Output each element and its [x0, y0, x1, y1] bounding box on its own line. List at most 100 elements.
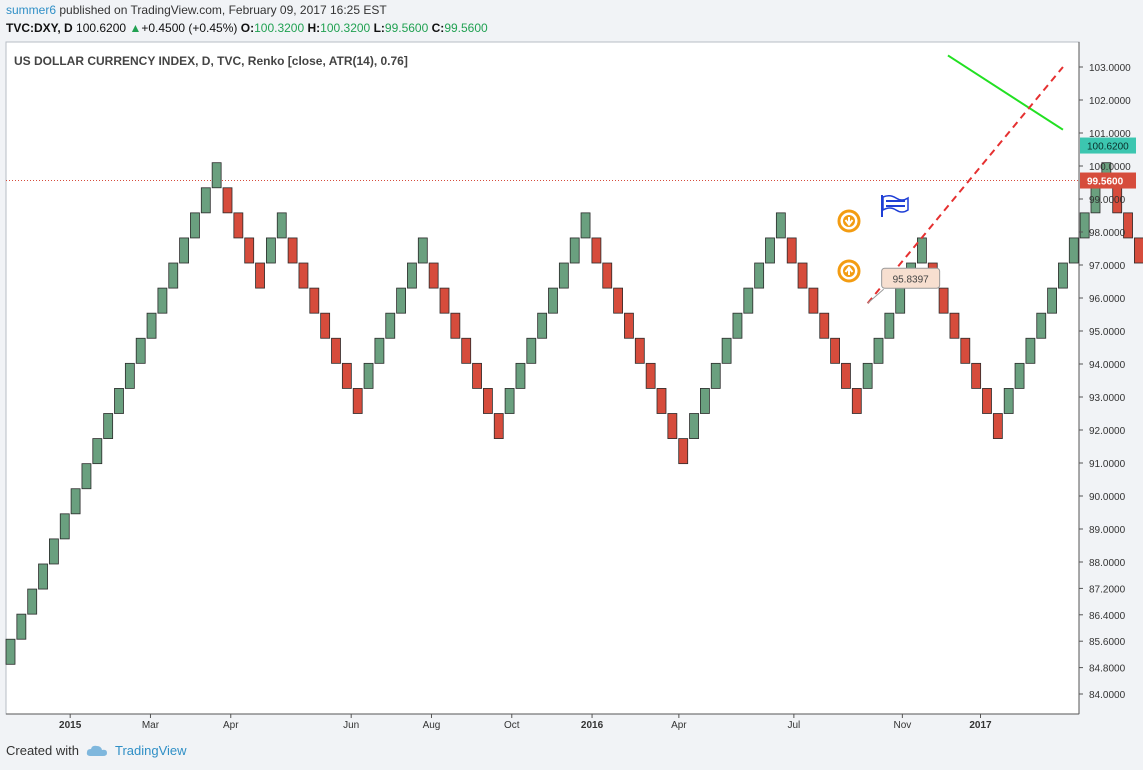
- renko-brick-down: [949, 312, 960, 339]
- renko-brick-up: [81, 463, 92, 490]
- renko-brick-down: [645, 362, 656, 389]
- price-tick-label: 103.0000: [1089, 63, 1131, 74]
- last-price-tag-label: 100.6200: [1087, 142, 1129, 153]
- price-tick-label: 86.4000: [1089, 611, 1126, 622]
- chart-title: US DOLLAR CURRENCY INDEX, D, TVC, Renko …: [14, 54, 408, 68]
- renko-brick-up: [569, 237, 580, 264]
- price-tick-label: 84.8000: [1089, 664, 1126, 675]
- renko-brick-down: [808, 287, 819, 314]
- renko-brick-up: [775, 212, 786, 239]
- renko-brick-up: [1079, 212, 1090, 239]
- renko-brick-down: [309, 287, 320, 314]
- renko-brick-down: [613, 287, 623, 314]
- renko-brick-down: [786, 237, 797, 264]
- price-tick-label: 87.2000: [1089, 584, 1126, 595]
- renko-brick-up: [700, 388, 710, 414]
- renko-brick-up: [374, 337, 385, 364]
- open-value: 100.3200: [254, 21, 305, 35]
- price-tick-label: 102.0000: [1089, 96, 1131, 107]
- arrow-down-icon: [844, 217, 854, 227]
- time-tick-label: 2016: [581, 720, 604, 731]
- renko-brick-down: [841, 362, 851, 389]
- renko-brick-up: [114, 388, 124, 414]
- footer: Created with TradingView: [6, 743, 187, 758]
- time-axis[interactable]: 2015 Mar Apr Jun Aug Oct 2016 Apr Jul Nov 2017: [59, 714, 992, 731]
- renko-brick-up: [1047, 287, 1057, 314]
- price-tick-label: 96.0000: [1089, 294, 1126, 305]
- time-tick-label: 2015: [59, 720, 82, 731]
- price-tick-label: 101.0000: [1089, 129, 1131, 140]
- renko-brick-up: [873, 337, 884, 364]
- renko-brick-down: [298, 262, 309, 289]
- price-axis[interactable]: 84.0000 84.8000 85.6000 86.4000 87.2000 88.00…: [1079, 63, 1136, 701]
- renko-brick-up: [548, 287, 558, 314]
- time-tick-label: Apr: [671, 720, 687, 731]
- renko-brick-up: [92, 438, 103, 465]
- renko-brick-up: [862, 362, 873, 389]
- renko-brick-up: [363, 362, 374, 389]
- price-tick-label: 94.0000: [1089, 360, 1126, 371]
- renko-brick-up: [70, 488, 81, 515]
- renko-brick-up: [537, 312, 548, 339]
- renko-brick-down: [439, 287, 450, 314]
- renko-brick-up: [168, 262, 179, 289]
- renko-brick-up: [710, 362, 721, 389]
- tradingview-link[interactable]: TradingView: [114, 743, 187, 758]
- renko-brick-up: [1058, 262, 1068, 289]
- plot-area: [5, 41, 1080, 715]
- renko-brick-up: [884, 312, 895, 339]
- time-tick-label: Aug: [423, 720, 441, 731]
- renko-brick-down: [992, 413, 1003, 439]
- renko-brick-down: [461, 337, 472, 364]
- low-value: 99.5600: [384, 21, 429, 35]
- renko-brick-down: [678, 438, 689, 465]
- price-tick-label: 90.0000: [1089, 492, 1126, 503]
- renko-brick-up: [743, 287, 754, 314]
- sell-signal-marker: [837, 209, 861, 233]
- renko-brick-down: [960, 337, 971, 364]
- arrow-up-icon: [844, 265, 854, 275]
- renko-brick-down: [287, 237, 298, 264]
- annotation-label: 95.8397: [893, 274, 930, 285]
- renko-brick-down: [797, 262, 808, 289]
- renko-brick-up: [200, 187, 211, 214]
- price-tick-label: 88.0000: [1089, 558, 1126, 569]
- publish-info: published on TradingView.com, February 0…: [56, 3, 387, 17]
- high-value: 100.3200: [320, 21, 371, 35]
- time-tick-label: Apr: [223, 720, 239, 731]
- renko-brick-down: [591, 237, 602, 264]
- renko-brick-down: [982, 388, 992, 414]
- renko-brick-down: [482, 388, 493, 414]
- flag-cloth: [882, 194, 909, 213]
- price-tick-label: 91.0000: [1089, 459, 1126, 470]
- author-link[interactable]: summer6: [6, 3, 57, 17]
- ohlc-bar: TVC:DXY, D 100.6200 ▲+0.4500 (+0.45%) O:…: [6, 20, 488, 36]
- renko-brick-down: [331, 337, 341, 364]
- renko-brick-down: [244, 237, 255, 264]
- renko-brick-up: [59, 513, 70, 540]
- flag-stripes: [886, 200, 905, 207]
- renko-brick-up: [49, 538, 59, 565]
- renko-brick-down: [233, 212, 244, 239]
- last-price: 100.6200: [76, 21, 127, 35]
- time-tick-label: Oct: [504, 720, 520, 731]
- renko-brick-up: [135, 337, 146, 364]
- price-tick-label: 99.0000: [1089, 195, 1126, 206]
- last-price-tag: [1080, 137, 1136, 154]
- renko-brick-down: [472, 362, 482, 389]
- renko-brick-down: [493, 413, 504, 439]
- renko-brick-up: [103, 413, 114, 439]
- renko-brick-up: [1036, 312, 1047, 339]
- time-tick-label: Jul: [787, 720, 800, 731]
- open-label: O:: [240, 21, 255, 35]
- renko-brick-up: [27, 588, 38, 615]
- renko-brick-up: [504, 388, 515, 414]
- renko-brick-down: [341, 362, 352, 389]
- price-tick-label: 89.0000: [1089, 525, 1126, 536]
- renko-brick-up: [385, 312, 396, 339]
- renko-brick-up: [558, 262, 569, 289]
- high-label: H:: [307, 21, 321, 35]
- renko-brick-up: [190, 212, 200, 239]
- renko-brick-up: [157, 287, 168, 314]
